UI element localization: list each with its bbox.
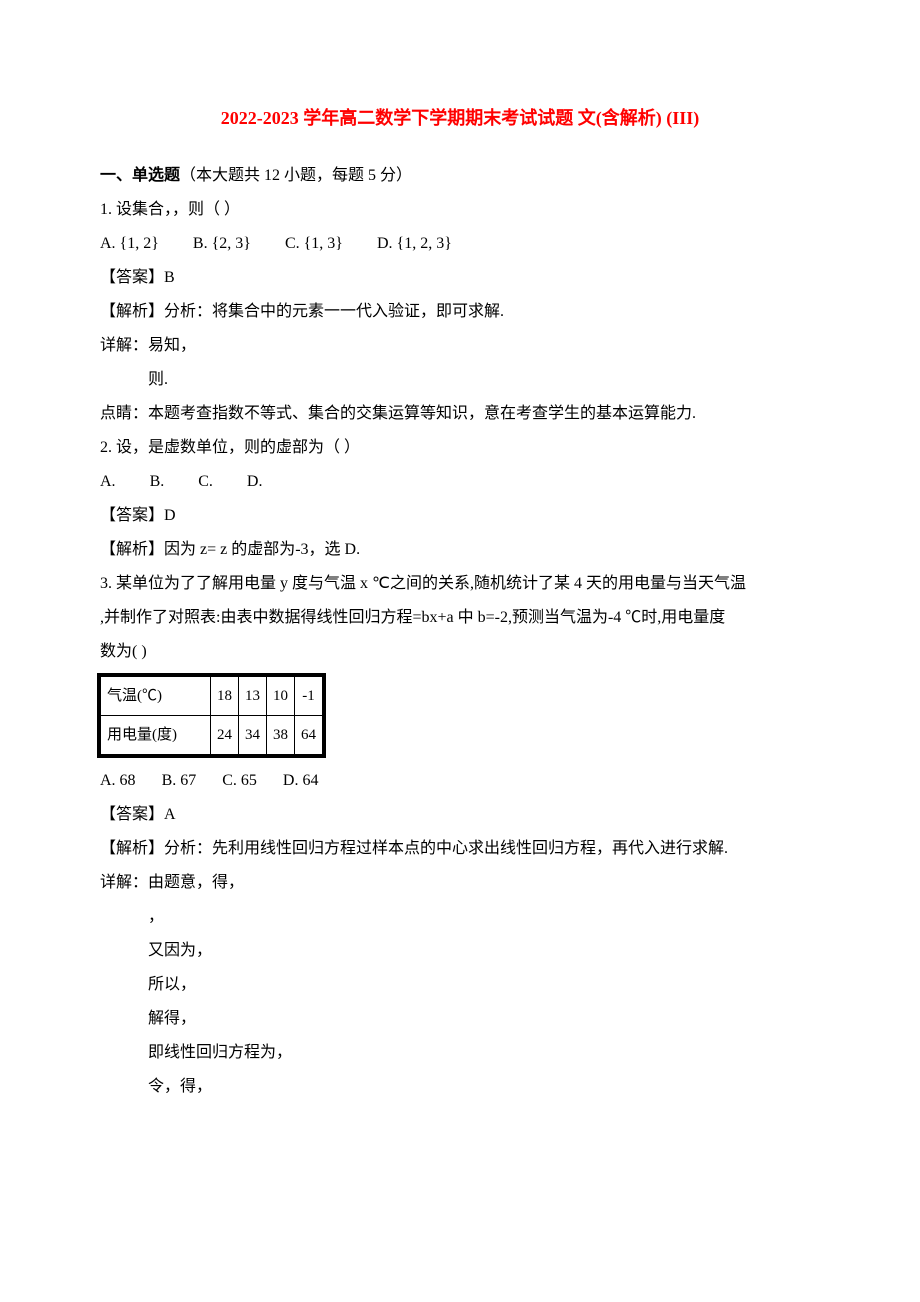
q1-opt-c: C. {1, 3} (285, 235, 343, 252)
row2-c4: 64 (295, 716, 323, 755)
q1-explain-4: 点睛：本题考查指数不等式、集合的交集运算等知识，意在考查学生的基本运算能力. (100, 398, 820, 430)
q2-answer: 【答案】D (100, 500, 820, 532)
q2-options: A. B. C. D. (100, 466, 820, 498)
row2-c1: 24 (211, 716, 239, 755)
q1-explain-1: 【解析】分析：将集合中的元素一一代入验证，即可求解. (100, 296, 820, 328)
q3-explain-1: 【解析】分析：先利用线性回归方程过样本点的中心求出线性回归方程，再代入进行求解. (100, 833, 820, 865)
q3-stem-2: ,并制作了对照表:由表中数据得线性回归方程=bx+a 中 b=-2,预测当气温为… (100, 602, 820, 634)
row2-label: 用电量(度) (101, 716, 211, 755)
table-row: 气温(℃) 18 13 10 -1 (101, 677, 323, 716)
q3-stem-1: 3. 某单位为了了解用电量 y 度与气温 x ℃之间的关系,随机统计了某 4 天… (100, 568, 820, 600)
q1-opt-b: B. {2, 3} (193, 235, 251, 252)
q2-stem: 2. 设，是虚数单位，则的虚部为（ ） (100, 432, 820, 464)
q3-explain-7: 即线性回归方程为， (100, 1037, 820, 1069)
q3-explain-8: 令，得， (100, 1071, 820, 1103)
q1-opt-a: A. {1, 2} (100, 235, 159, 252)
q1-explain-2: 详解：易知， (100, 330, 820, 362)
section-heading-bold: 一、单选题 (100, 167, 180, 184)
q2-opt-b: B. (150, 473, 169, 490)
q1-answer: 【答案】B (100, 262, 820, 294)
q3-explain-2: 详解：由题意，得， (100, 867, 820, 899)
row1-c3: 10 (267, 677, 295, 716)
q2-opt-d: D. (247, 473, 263, 490)
q3-data-table: 气温(℃) 18 13 10 -1 用电量(度) 24 34 38 64 (100, 676, 323, 755)
q1-explain-3: 则. (100, 364, 820, 396)
row2-c3: 38 (267, 716, 295, 755)
q3-stem-3: 数为( ) (100, 636, 820, 668)
q3-explain-5: 所以， (100, 969, 820, 1001)
q3-opt-b: B. 67 (162, 772, 197, 789)
q3-answer: 【答案】A (100, 799, 820, 831)
section-heading-rest: （本大题共 12 小题，每题 5 分） (180, 167, 412, 184)
title-text: 2022-2023 学年高二数学下学期期末考试试题 文(含解析) (III) (221, 108, 699, 128)
row1-c1: 18 (211, 677, 239, 716)
row2-c2: 34 (239, 716, 267, 755)
q1-opt-d: D. {1, 2, 3} (377, 235, 452, 252)
row1-label: 气温(℃) (101, 677, 211, 716)
table-row: 用电量(度) 24 34 38 64 (101, 716, 323, 755)
q2-opt-c: C. (198, 473, 217, 490)
section-heading-line: 一、单选题（本大题共 12 小题，每题 5 分） (100, 160, 820, 192)
q2-opt-a: A. (100, 473, 120, 490)
row1-c2: 13 (239, 677, 267, 716)
q3-options: A. 68 B. 67 C. 65 D. 64 (100, 765, 820, 797)
q3-explain-3: ， (100, 901, 820, 933)
q3-explain-4: 又因为， (100, 935, 820, 967)
q1-stem: 1. 设集合，，则（ ） (100, 194, 820, 226)
q3-explain-6: 解得， (100, 1003, 820, 1035)
q3-opt-c: C. 65 (222, 772, 257, 789)
q3-opt-a: A. 68 (100, 772, 136, 789)
q2-explain-1: 【解析】因为 z= z 的虚部为-3，选 D. (100, 534, 820, 566)
q3-opt-d: D. 64 (283, 772, 319, 789)
row1-c4: -1 (295, 677, 323, 716)
page-title: 2022-2023 学年高二数学下学期期末考试试题 文(含解析) (III) (100, 100, 820, 136)
q1-options: A. {1, 2} B. {2, 3} C. {1, 3} D. {1, 2, … (100, 228, 820, 260)
